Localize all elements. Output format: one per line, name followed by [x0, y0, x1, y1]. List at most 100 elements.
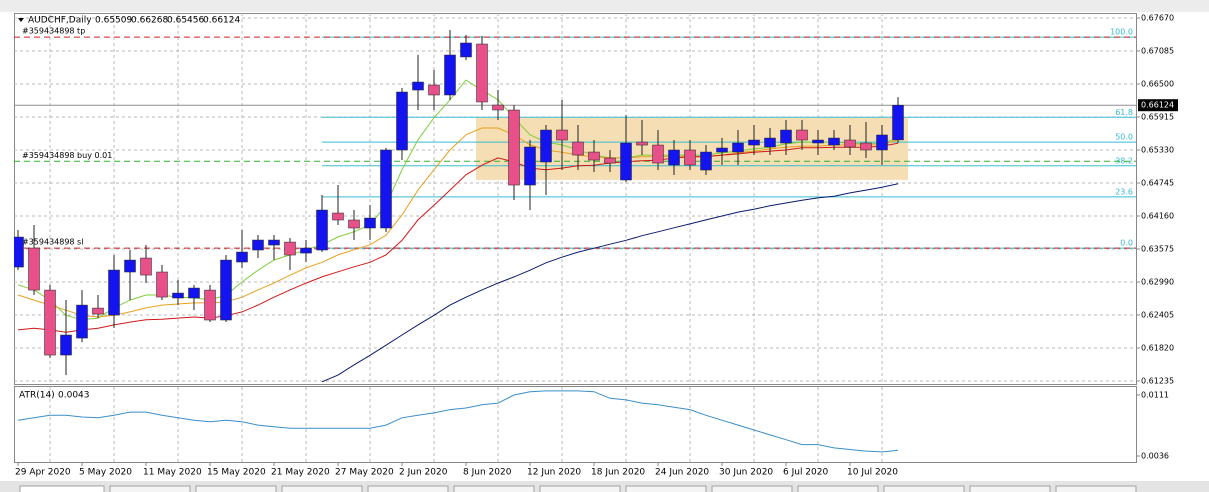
candle-body: [796, 129, 808, 141]
candle-body: [28, 247, 40, 291]
moving-average: [321, 183, 899, 383]
tab[interactable]: [453, 485, 535, 492]
menu-arrow[interactable]: [18, 18, 24, 22]
candle-body: [508, 109, 520, 186]
atr-panel: [14, 386, 1137, 463]
tabs: [19, 485, 1137, 492]
candle-body: [476, 43, 488, 103]
candle-body: [524, 146, 536, 186]
candle-body: [892, 104, 904, 141]
y-tick-label: 0.67670: [1141, 14, 1174, 23]
price-box-label: 0.66124: [1141, 101, 1174, 110]
candle-body: [44, 289, 56, 356]
candle-body: [620, 142, 632, 181]
y-tick-label: 0.61235: [1141, 377, 1174, 386]
fib-label: 61.8: [1115, 108, 1133, 117]
close-value: 0.66124: [203, 16, 240, 26]
tab[interactable]: [883, 485, 965, 492]
atr-value: 0.0043: [58, 391, 90, 401]
candle-body: [492, 104, 504, 111]
candle-body: [268, 239, 280, 246]
candle-body: [332, 212, 344, 221]
y-tick-label: 0.65915: [1141, 113, 1174, 122]
tab[interactable]: [711, 485, 793, 492]
x-tick-label: 12 Jun 2020: [527, 468, 581, 478]
tab[interactable]: [281, 485, 363, 492]
tab[interactable]: [19, 485, 105, 492]
chart-title: AUDCHF,Daily: [28, 16, 92, 26]
tab[interactable]: [625, 485, 707, 492]
candle-body: [844, 139, 856, 148]
candle-body: [460, 42, 472, 58]
x-tick-label: 8 Jun 2020: [463, 468, 512, 478]
y-tick-label: 0.0111: [1141, 391, 1169, 400]
candle-body: [684, 149, 696, 166]
y-tick-label: 0.65330: [1141, 146, 1174, 155]
tab[interactable]: [367, 485, 449, 492]
candle-body: [700, 151, 712, 171]
candle-body: [14, 236, 24, 268]
candle-body: [732, 142, 744, 153]
y-tick-label: 0.63575: [1141, 245, 1174, 254]
x-tick-label: 24 Jun 2020: [655, 468, 709, 478]
main-panel: [14, 13, 1137, 385]
atr-title: ATR(14): [19, 391, 55, 401]
candle-body: [604, 157, 616, 164]
candle-body: [396, 91, 408, 151]
y-tick-label: 0.67085: [1141, 47, 1174, 56]
x-tick-label: 5 May 2020: [79, 468, 132, 478]
candle-body: [204, 289, 216, 321]
tab[interactable]: [539, 485, 621, 492]
low-value: 0.65456: [167, 16, 204, 26]
candle-body: [252, 239, 264, 251]
tab[interactable]: [109, 485, 191, 492]
candle-body: [124, 259, 136, 273]
candle-body: [412, 81, 424, 91]
x-tick-label: 18 Jun 2020: [591, 468, 645, 478]
candle-body: [764, 137, 776, 148]
y-tick-label: 0.64745: [1141, 179, 1174, 188]
candle-body: [300, 247, 312, 254]
x-tick-label: 27 May 2020: [335, 468, 394, 478]
candle-body: [444, 54, 456, 96]
candle-body: [380, 149, 392, 229]
candle-body: [60, 334, 72, 356]
candle-body: [140, 257, 152, 276]
candle-body: [540, 129, 552, 163]
y-tick-label: 0.0036: [1141, 452, 1169, 461]
tab[interactable]: [797, 485, 879, 492]
x-tick-label: 11 May 2020: [143, 468, 202, 478]
tab[interactable]: [969, 485, 1051, 492]
y-tick-label: 0.64160: [1141, 212, 1174, 221]
x-tick-label: 21 May 2020: [271, 468, 330, 478]
candle-body: [748, 139, 760, 146]
moving-average: [17, 142, 899, 333]
y-tick-label: 0.62405: [1141, 311, 1174, 320]
candle-body: [172, 292, 184, 299]
candle-body: [668, 149, 680, 166]
candle-body: [716, 147, 728, 153]
candle-body: [108, 269, 120, 316]
axes: 0.67670 0.67085 0.66500 0.65915 0.65330 0.647…: [15, 14, 1178, 478]
candle-body: [828, 137, 840, 146]
tab[interactable]: [195, 485, 277, 492]
toolbar: [0, 0, 1209, 12]
candle-body: [76, 304, 88, 339]
candle-body: [588, 151, 600, 161]
candle-body: [556, 129, 568, 141]
candle-body: [636, 141, 648, 146]
atr-plot: [17, 387, 899, 462]
candle-body: [236, 251, 248, 263]
order-label: #359434898 sl: [22, 238, 83, 247]
candle-body: [92, 307, 104, 315]
order-label: #359434898 buy 0.01: [22, 151, 112, 160]
y-tick-label: 0.62990: [1141, 278, 1174, 287]
tab[interactable]: [1055, 485, 1137, 492]
candle-body: [780, 129, 792, 144]
y-tick-label: 0.61820: [1141, 344, 1174, 353]
x-tick-label: 30 Jun 2020: [719, 468, 773, 478]
x-tick-label: 29 Apr 2020: [15, 468, 71, 478]
price-box: [1138, 99, 1178, 112]
candle-body: [188, 287, 200, 299]
